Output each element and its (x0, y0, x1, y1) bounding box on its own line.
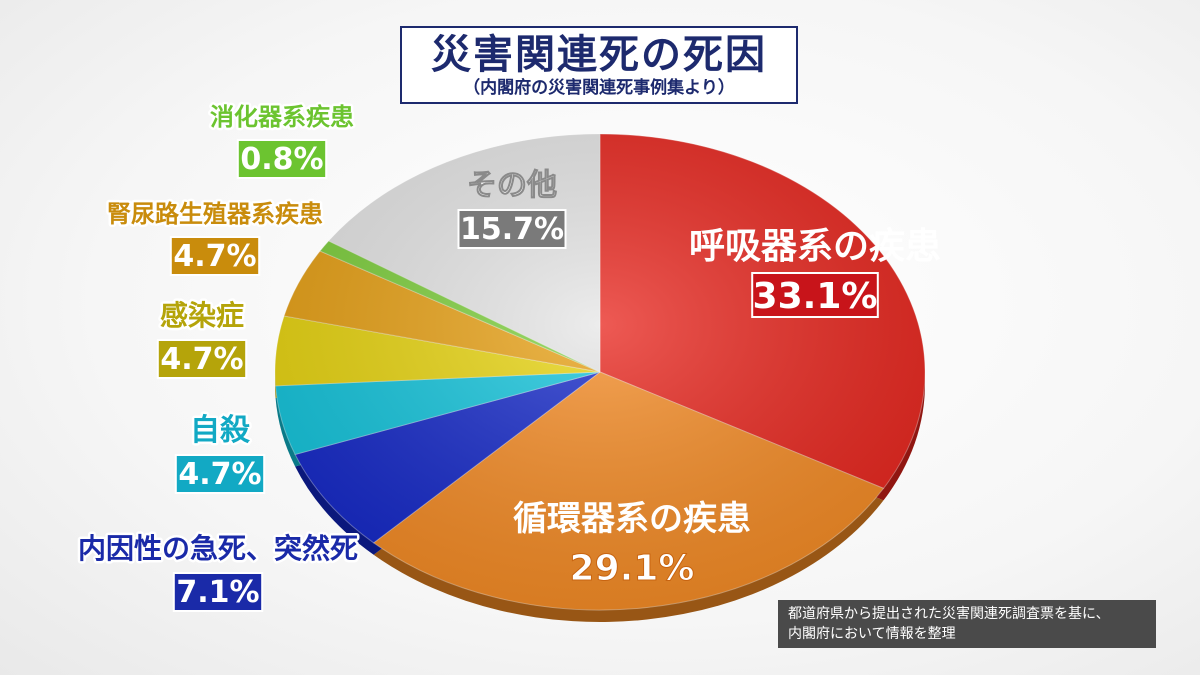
source-note-line-1: 都道府県から提出された災害関連死調査票を基に、 (788, 606, 1110, 622)
slice-label-4: 感染症 (160, 299, 244, 332)
slice-value-box-4 (156, 339, 248, 379)
slice-label-0: 呼吸器系の疾患 (689, 226, 941, 267)
slice-value-7: 15.7% (460, 212, 564, 247)
slice-value-6: 0.8% (240, 142, 323, 177)
chart-title: 災害関連死の死因 (431, 32, 767, 78)
slice-value-4: 4.7% (160, 342, 243, 377)
slice-label-7: その他 (467, 168, 557, 203)
source-note-line-2: 内閣府において情報を整理 (788, 626, 956, 642)
slice-label-3: 自殺 (190, 413, 251, 448)
slice-label-6: 消化器系疾患 (210, 103, 354, 131)
slice-value-2: 7.1% (176, 575, 259, 610)
source-note: 都道府県から提出された災害関連死調査票を基に、 内閣府において情報を整理 (778, 600, 1156, 648)
slice-value-3: 4.7% (178, 457, 261, 492)
slice-value-box-3 (174, 454, 266, 494)
slice-value-box-7 (457, 209, 567, 249)
title-box: 災害関連死の死因 （内閣府の災害関連死事例集より） (400, 26, 798, 104)
slice-value-box-5 (169, 236, 261, 276)
slice-value-box-2 (172, 572, 264, 612)
pie-labels: 呼吸器系の疾患 33.1% 循環器系の疾患 29.1% 内因性の急死、突然死 7.1% 自殺… (75, 101, 941, 612)
slice-value-box-6 (236, 139, 328, 179)
slice-label-1: 循環器系の疾患 (513, 499, 751, 539)
slice-value-1: 29.1% (570, 548, 695, 589)
slice-value-box-0 (751, 272, 879, 318)
slice-value-5: 4.7% (173, 239, 256, 274)
slice-value-0: 33.1% (753, 276, 878, 317)
slice-label-5: 腎尿路生殖器系疾患 (107, 200, 323, 228)
slice-label-2: 内因性の急死、突然死 (78, 532, 358, 565)
chart-subtitle: （内閣府の災害関連死事例集より） (463, 78, 735, 98)
